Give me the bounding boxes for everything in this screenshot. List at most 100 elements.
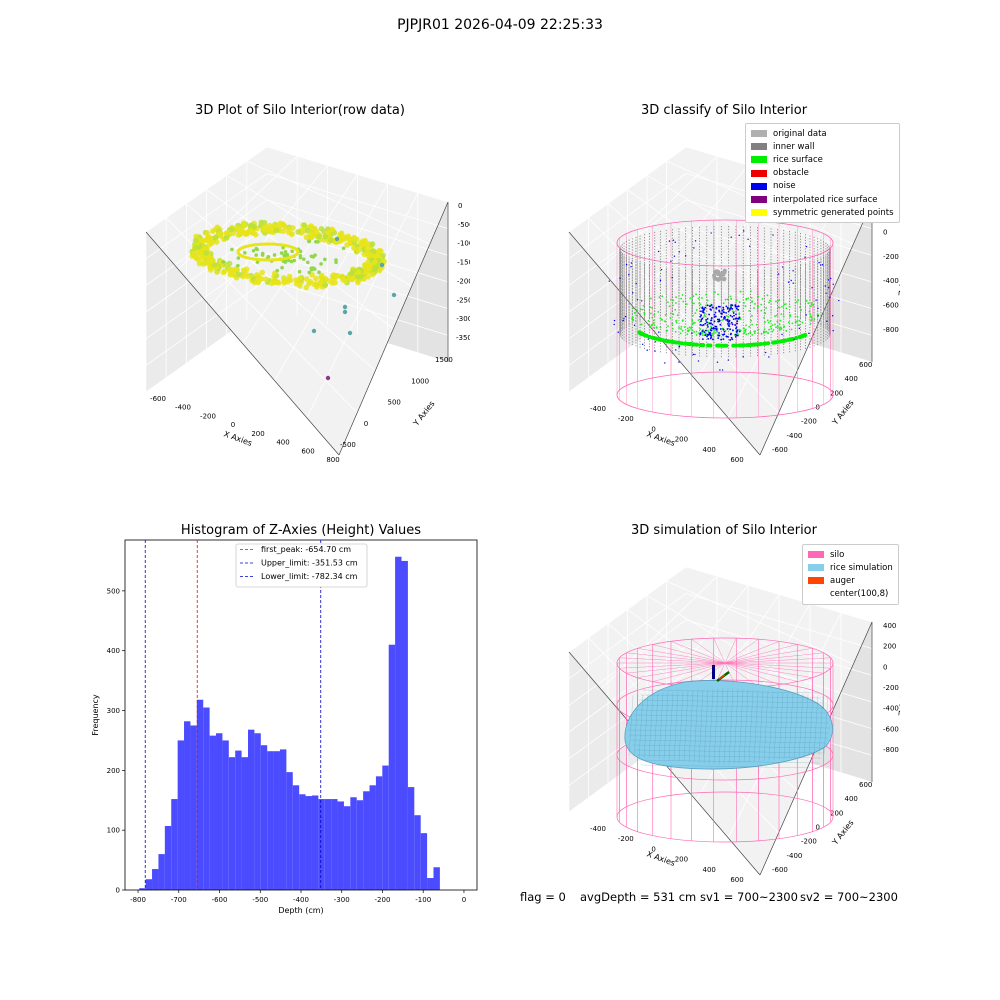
x-tick-label: 200: [251, 430, 264, 438]
legend-swatch: [751, 209, 767, 217]
y-tick-label: 0: [816, 404, 820, 412]
histogram-bar: [216, 733, 223, 890]
rice-surface: [624, 680, 833, 770]
legend-label: auger: [830, 575, 855, 586]
y-tick-label: 200: [830, 809, 843, 817]
silo-wire: [724, 648, 813, 664]
silo-wire: [724, 644, 798, 664]
silo-wire: [724, 662, 780, 685]
legend-label: inner wall: [773, 141, 815, 152]
silo-wire: [724, 662, 831, 669]
histogram-bar: [286, 772, 293, 890]
histogram-bar: [203, 707, 210, 890]
silo-wire: [724, 662, 759, 687]
simulation-plot-title: 3D simulation of Silo Interior: [631, 523, 817, 538]
legend-label: silo: [830, 549, 845, 560]
footer-sv2: sv2 = 700~2300: [800, 890, 898, 904]
y-tick-label: 500: [107, 587, 120, 595]
histogram-legend: first_peak: -654.70 cm Upper_limit: -351.…: [235, 543, 368, 588]
x-tick-label: -400: [590, 405, 606, 413]
legend-item: obstacle: [751, 167, 894, 180]
z-tick-label: -500: [458, 221, 470, 229]
x-tick-label: 600: [730, 456, 743, 464]
legend-label: Upper_limit: -351.53 cm: [261, 559, 358, 568]
y-tick-label: 600: [859, 781, 872, 789]
x-tick-label: 0: [462, 896, 466, 904]
silo-wire: [637, 648, 726, 664]
histogram-bar: [311, 795, 319, 890]
legend-label: original data: [773, 128, 827, 139]
z-tick-label: 400: [883, 622, 896, 630]
x-tick-label: -200: [618, 835, 634, 843]
classify-point-cloud: [608, 219, 840, 419]
z-axis-label: Z Axies (Depth): [897, 233, 900, 296]
histogram-bar: [401, 560, 408, 890]
histogram-bar: [254, 733, 261, 890]
legend-swatch: [808, 551, 824, 559]
silo-ring: [616, 791, 834, 843]
legend-label: symmetric generated points: [773, 207, 894, 218]
figure-title: PJPJR01 2026-04-09 22:25:33: [397, 17, 603, 33]
histogram-bar: [375, 776, 383, 890]
histogram-bar: [241, 757, 248, 890]
silo-wire: [724, 662, 798, 682]
y-tick-label: 500: [388, 399, 401, 407]
histogram-bar: [292, 785, 300, 890]
histogram-bar: [171, 799, 178, 890]
y-tick-label: 100: [107, 827, 120, 835]
z-tick-label: -200: [883, 684, 899, 692]
z-tick-label: -1000: [457, 240, 470, 248]
footer-flag: flag = 0: [520, 890, 566, 904]
y-tick-label: 200: [107, 767, 120, 775]
y-tick-label: 0: [364, 420, 368, 428]
histogram-bar: [427, 878, 434, 890]
silo-wire: [637, 662, 726, 678]
x-tick-label: 200: [675, 436, 688, 444]
histogram-bar: [331, 799, 338, 890]
histogram-bar: [299, 794, 306, 890]
histogram-bar: [356, 800, 364, 890]
z-tick-label: -2500: [457, 296, 470, 304]
x-tick-label: 400: [703, 446, 716, 454]
legend-swatch: [751, 169, 767, 177]
histogram-bar: [433, 867, 440, 890]
x-tick-label: -800: [130, 896, 146, 904]
z-tick-label: 200: [883, 643, 896, 651]
x-tick-label: -700: [171, 896, 187, 904]
x-tick-label: -300: [334, 896, 350, 904]
z-tick-label: -200: [883, 253, 899, 261]
histogram-bar: [305, 796, 312, 890]
legend-item: noise: [751, 180, 894, 193]
silo-wire: [626, 662, 726, 674]
histogram-bar: [209, 735, 217, 890]
x-axis-label: X Axies: [645, 849, 676, 868]
histogram-bar: [407, 787, 415, 890]
legend-swatch: [808, 564, 824, 572]
y-tick-label: 400: [845, 375, 858, 383]
silo-wire: [691, 639, 726, 664]
histogram-bar: [228, 757, 236, 890]
histogram-bar: [235, 750, 242, 890]
footer-sv1: sv1 = 700~2300: [700, 890, 798, 904]
histogram-bar: [279, 749, 287, 890]
x-tick-label: -100: [415, 896, 431, 904]
legend-label: Lower_limit: -782.34 cm: [261, 572, 358, 581]
legend-item: auger: [808, 574, 893, 587]
histogram-bar: [196, 699, 204, 890]
histogram-bar: [318, 799, 325, 890]
histogram-bar: [139, 888, 146, 890]
histogram-plot: -800 -700 -600 -500 -400 -300 -200 -100 0 0 100 200…: [91, 539, 478, 915]
y-tick-label: -200: [801, 418, 817, 426]
y-tick-label: 1000: [411, 377, 429, 385]
x-tick-label: -600: [212, 896, 228, 904]
z-tick-label: 0: [458, 202, 462, 210]
y-tick-label: -500: [340, 441, 356, 449]
legend-swatch: [751, 182, 767, 190]
histogram-bar: [388, 644, 396, 890]
y-tick-label: 300: [107, 707, 120, 715]
y-tick-label: -600: [772, 446, 788, 454]
silo-wire: [724, 639, 759, 664]
legend-label: obstacle: [773, 168, 809, 179]
x-axis-label: X Axies: [222, 429, 253, 448]
